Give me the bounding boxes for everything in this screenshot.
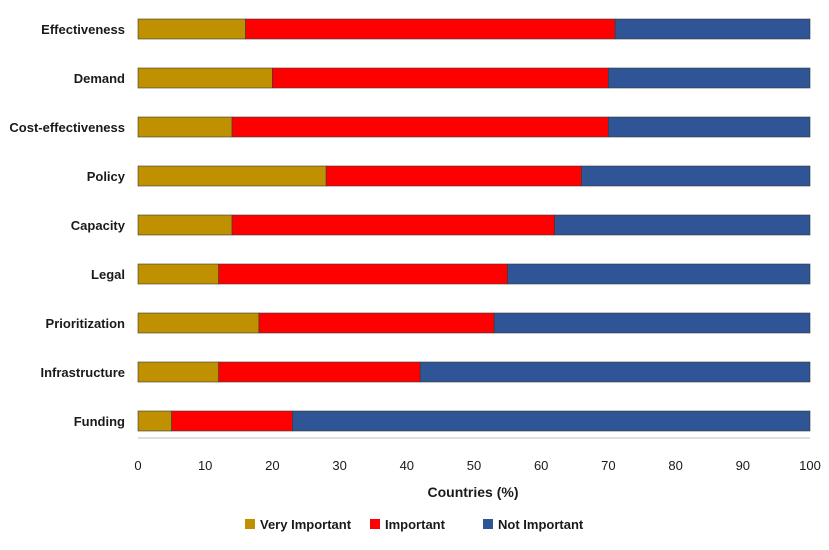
bar-effectiveness-very-important bbox=[137, 18, 246, 40]
bar-prioritization-important bbox=[258, 312, 495, 334]
bar-funding-important bbox=[171, 410, 293, 432]
legend-swatch-important bbox=[370, 519, 380, 529]
x-tick-label-80: 80 bbox=[668, 458, 682, 473]
bar-demand-important bbox=[272, 67, 609, 89]
bar-infrastructure-very-important bbox=[137, 361, 219, 383]
category-label-infrastructure: Infrastructure bbox=[40, 365, 125, 380]
x-tick-label-40: 40 bbox=[400, 458, 414, 473]
bar-cost-effectiveness-important bbox=[231, 116, 609, 138]
x-tick-labels: 0 10 20 30 40 50 60 70 80 90 100 bbox=[134, 458, 820, 473]
bar-effectiveness-important bbox=[245, 18, 616, 40]
bar-demand-not-important bbox=[608, 67, 811, 89]
category-label-funding: Funding bbox=[74, 414, 125, 429]
bar-legal-not-important bbox=[507, 263, 811, 285]
category-label-cost-effectiveness: Cost-effectiveness bbox=[9, 120, 125, 135]
legend-swatch-not-important bbox=[483, 519, 493, 529]
bar-cost-effectiveness-not-important bbox=[608, 116, 811, 138]
category-label-demand: Demand bbox=[74, 71, 125, 86]
bar-policy-very-important bbox=[137, 165, 327, 187]
x-tick-label-70: 70 bbox=[601, 458, 615, 473]
x-tick-label-0: 0 bbox=[134, 458, 141, 473]
x-tick-label-60: 60 bbox=[534, 458, 548, 473]
category-label-capacity: Capacity bbox=[71, 218, 126, 233]
legend-label-very-important: Very Important bbox=[260, 517, 352, 532]
x-tick-label-20: 20 bbox=[265, 458, 279, 473]
x-tick-label-10: 10 bbox=[198, 458, 212, 473]
legend: Very Important Important Not Important bbox=[245, 517, 584, 532]
x-axis-title: Countries (%) bbox=[428, 484, 519, 500]
x-tick-label-90: 90 bbox=[736, 458, 750, 473]
category-label-legal: Legal bbox=[91, 267, 125, 282]
bar-funding-not-important bbox=[292, 410, 811, 432]
bar-capacity-very-important bbox=[137, 214, 233, 236]
bar-demand-very-important bbox=[137, 67, 273, 89]
plot-area bbox=[137, 18, 811, 439]
bar-prioritization-very-important bbox=[137, 312, 260, 334]
category-labels: Effectiveness Demand Cost-effectiveness Pol… bbox=[9, 22, 125, 429]
bar-effectiveness-not-important bbox=[614, 18, 811, 40]
bar-legal-very-important bbox=[137, 263, 219, 285]
bar-policy-not-important bbox=[581, 165, 811, 187]
bar-infrastructure-important bbox=[218, 361, 421, 383]
bar-infrastructure-not-important bbox=[419, 361, 811, 383]
bar-cost-effectiveness-very-important bbox=[137, 116, 233, 138]
category-label-prioritization: Prioritization bbox=[46, 316, 126, 331]
bar-policy-important bbox=[325, 165, 582, 187]
legend-label-important: Important bbox=[385, 517, 446, 532]
bar-prioritization-not-important bbox=[493, 312, 811, 334]
bar-capacity-not-important bbox=[554, 214, 811, 236]
bar-funding-very-important bbox=[137, 410, 172, 432]
bar-legal-important bbox=[218, 263, 508, 285]
x-tick-label-50: 50 bbox=[467, 458, 481, 473]
legend-swatch-very-important bbox=[245, 519, 255, 529]
category-label-policy: Policy bbox=[87, 169, 126, 184]
category-label-effectiveness: Effectiveness bbox=[41, 22, 125, 37]
x-tick-label-30: 30 bbox=[332, 458, 346, 473]
legend-label-not-important: Not Important bbox=[498, 517, 584, 532]
x-tick-label-100: 100 bbox=[799, 458, 821, 473]
bar-capacity-important bbox=[231, 214, 555, 236]
